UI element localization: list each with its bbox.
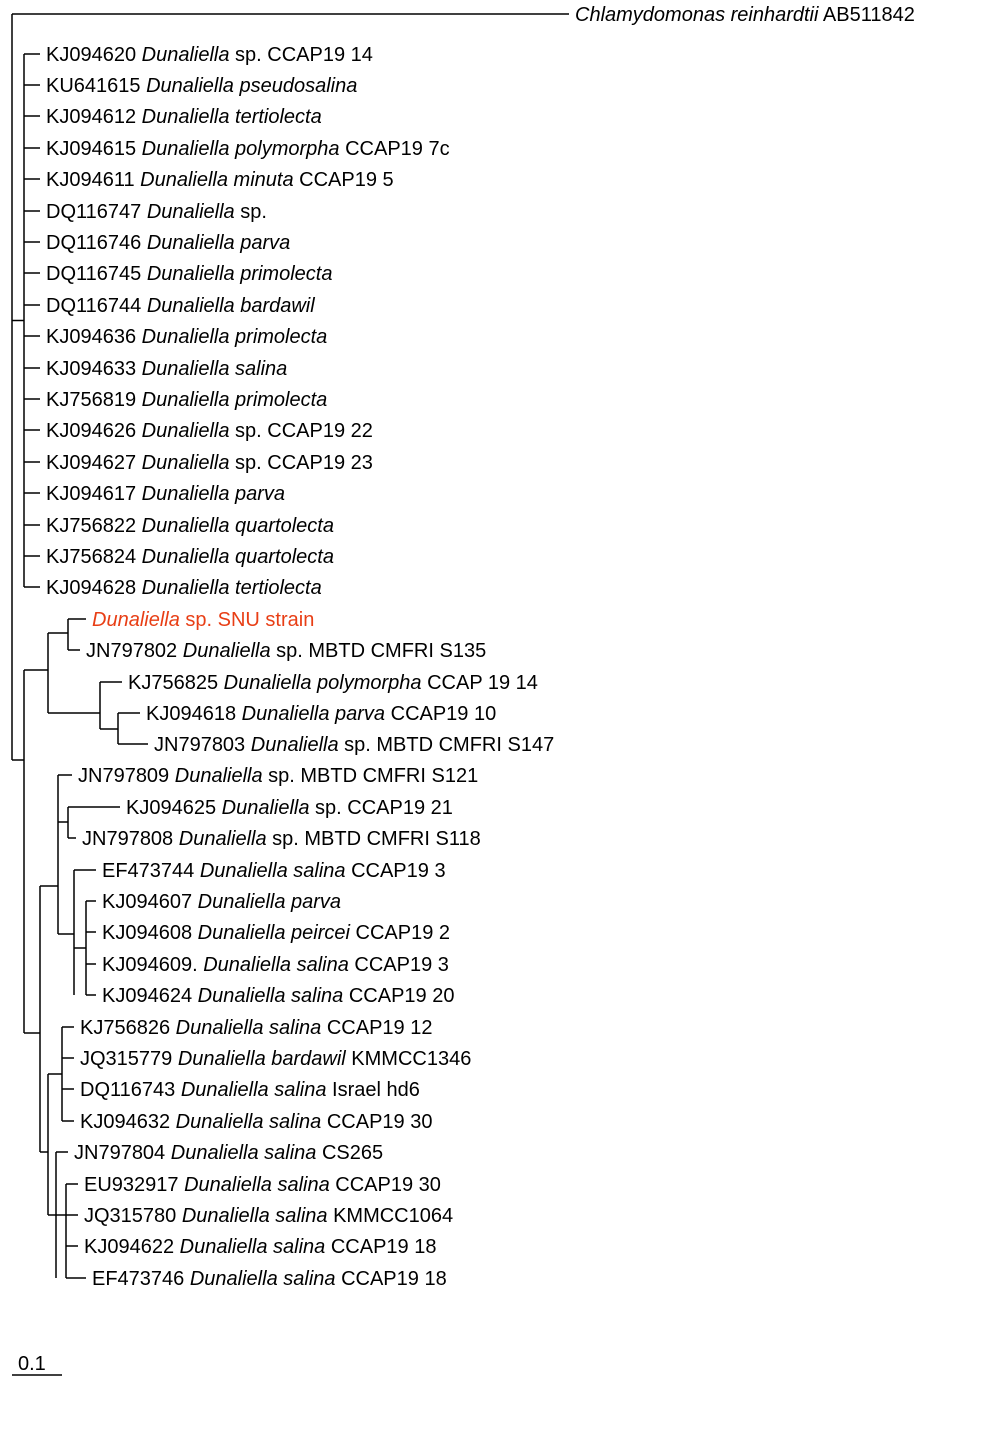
taxon-label: EF473744 Dunaliella salina CCAP19 3 (102, 860, 446, 882)
taxon-label: DQ116744 Dunaliella bardawil (46, 295, 315, 317)
taxon-label: Chlamydomonas reinhardtii AB511842 (575, 4, 915, 26)
taxon-label: JN797803 Dunaliella sp. MBTD CMFRI S147 (154, 734, 554, 756)
taxon-label: KJ094636 Dunaliella primolecta (46, 326, 327, 348)
phylogenetic-tree: Chlamydomonas reinhardtii AB511842 KJ0946… (0, 0, 982, 1436)
taxon-label: JQ315779 Dunaliella bardawil KMMCC1346 (80, 1048, 471, 1070)
taxon-label: KJ094632 Dunaliella salina CCAP19 30 (80, 1111, 432, 1133)
taxon-label: KJ756822 Dunaliella quartolecta (46, 515, 334, 537)
taxon-label: KJ094617 Dunaliella parva (46, 483, 285, 505)
taxon-label: KJ756826 Dunaliella salina CCAP19 12 (80, 1017, 432, 1039)
taxon-label: KJ094625 Dunaliella sp. CCAP19 21 (126, 797, 453, 819)
taxon-label: KJ094622 Dunaliella salina CCAP19 18 (84, 1236, 436, 1258)
taxon-label: JN797804 Dunaliella salina CS265 (74, 1142, 383, 1164)
taxon-label: KJ094615 Dunaliella polymorpha CCAP19 7c (46, 138, 450, 160)
taxon-label: KJ094607 Dunaliella parva (102, 891, 341, 913)
taxon-label: KJ094608 Dunaliella peircei CCAP19 2 (102, 922, 450, 944)
taxon-label: KJ094633 Dunaliella salina (46, 358, 287, 380)
taxon-label: KJ094609. Dunaliella salina CCAP19 3 (102, 954, 449, 976)
taxon-label: KJ756819 Dunaliella primolecta (46, 389, 327, 411)
taxon-label: KJ756824 Dunaliella quartolecta (46, 546, 334, 568)
taxon-label: EU932917 Dunaliella salina CCAP19 30 (84, 1174, 441, 1196)
taxon-label: DQ116746 Dunaliella parva (46, 232, 290, 254)
scale-bar-label: 0.1 (18, 1353, 46, 1375)
taxon-label: KJ756825 Dunaliella polymorpha CCAP 19 1… (128, 672, 538, 694)
taxon-label: KJ094618 Dunaliella parva CCAP19 10 (146, 703, 496, 725)
taxon-label: JN797808 Dunaliella sp. MBTD CMFRI S118 (82, 828, 481, 850)
taxon-label: KJ094620 Dunaliella sp. CCAP19 14 (46, 44, 373, 66)
taxon-label: EF473746 Dunaliella salina CCAP19 18 (92, 1268, 447, 1290)
taxon-label: KJ094628 Dunaliella tertiolecta (46, 577, 322, 599)
taxon-label: DQ116747 Dunaliella sp. (46, 201, 267, 223)
taxon-label: JN797802 Dunaliella sp. MBTD CMFRI S135 (86, 640, 486, 662)
taxon-label: Dunaliella sp. SNU strain (92, 609, 314, 631)
taxon-label: JN797809 Dunaliella sp. MBTD CMFRI S121 (78, 765, 478, 787)
taxon-label: KJ094611 Dunaliella minuta CCAP19 5 (46, 169, 394, 191)
taxon-label: KU641615 Dunaliella pseudosalina (46, 75, 357, 97)
taxon-label: JQ315780 Dunaliella salina KMMCC1064 (84, 1205, 453, 1227)
taxon-label: KJ094627 Dunaliella sp. CCAP19 23 (46, 452, 373, 474)
taxon-label: KJ094612 Dunaliella tertiolecta (46, 106, 322, 128)
taxon-label: DQ116743 Dunaliella salina Israel hd6 (80, 1079, 420, 1101)
taxon-label: KJ094626 Dunaliella sp. CCAP19 22 (46, 420, 373, 442)
taxon-label: KJ094624 Dunaliella salina CCAP19 20 (102, 985, 454, 1007)
taxon-label: DQ116745 Dunaliella primolecta (46, 263, 332, 285)
